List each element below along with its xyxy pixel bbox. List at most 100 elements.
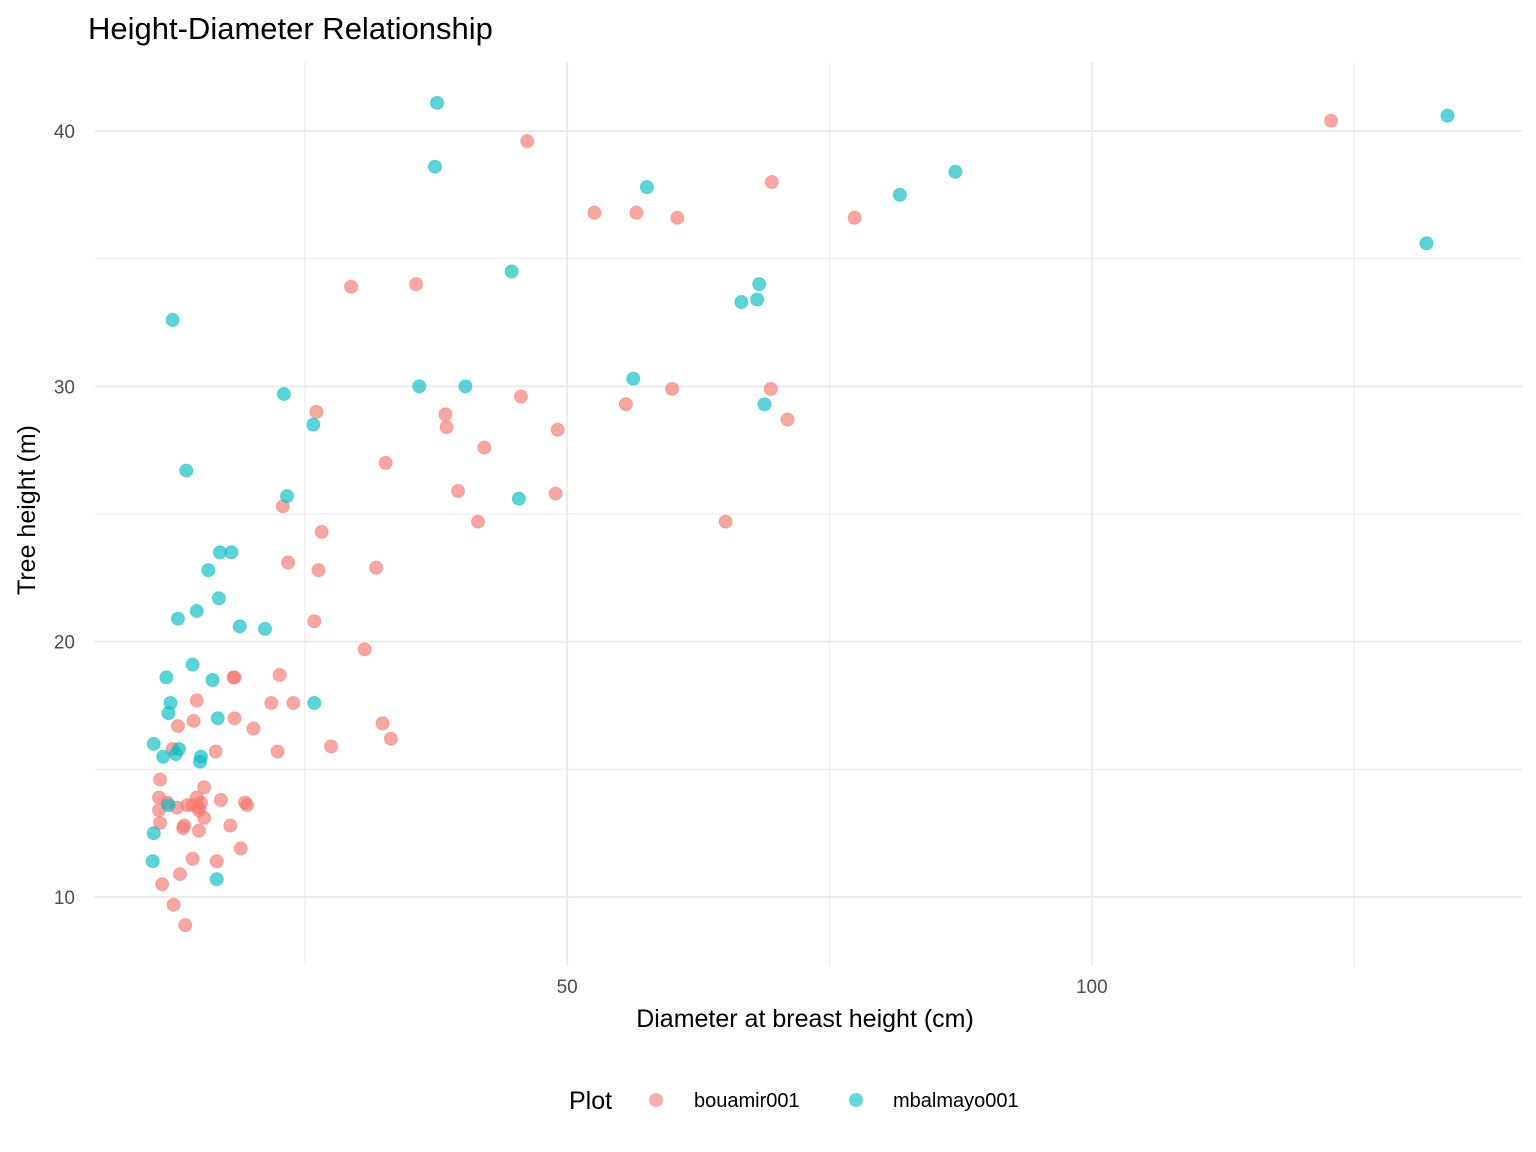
point-bouamir001 xyxy=(477,440,492,455)
point-mbalmayo001 xyxy=(232,619,247,634)
point-mbalmayo001 xyxy=(306,417,321,432)
point-mbalmayo001 xyxy=(159,670,174,685)
y-tick-label: 30 xyxy=(54,377,75,398)
point-bouamir001 xyxy=(191,823,206,838)
y-tick-label: 20 xyxy=(54,633,75,654)
x-axis-label: Diameter at breast height (cm) xyxy=(636,1005,974,1033)
point-mbalmayo001 xyxy=(734,295,749,310)
point-mbalmayo001 xyxy=(211,591,226,606)
point-bouamir001 xyxy=(378,455,393,470)
point-bouamir001 xyxy=(670,210,685,225)
point-mbalmayo001 xyxy=(626,371,641,386)
point-bouamir001 xyxy=(246,721,261,736)
point-mbalmayo001 xyxy=(1419,236,1434,251)
x-tick-label: 100 xyxy=(1076,977,1108,998)
point-mbalmayo001 xyxy=(752,277,767,292)
point-bouamir001 xyxy=(375,716,390,731)
point-bouamir001 xyxy=(548,486,563,501)
point-mbalmayo001 xyxy=(205,672,220,687)
point-mbalmayo001 xyxy=(210,711,225,726)
point-bouamir001 xyxy=(227,711,242,726)
point-mbalmayo001 xyxy=(146,736,161,751)
point-bouamir001 xyxy=(357,642,372,657)
point-mbalmayo001 xyxy=(280,489,295,504)
point-mbalmayo001 xyxy=(185,657,200,672)
point-mbalmayo001 xyxy=(168,747,183,762)
point-bouamir001 xyxy=(208,744,223,759)
point-bouamir001 xyxy=(550,422,565,437)
point-bouamir001 xyxy=(618,397,633,412)
point-mbalmayo001 xyxy=(179,463,194,478)
point-bouamir001 xyxy=(223,818,238,833)
point-bouamir001 xyxy=(307,614,322,629)
point-mbalmayo001 xyxy=(224,545,239,560)
point-bouamir001 xyxy=(514,389,529,404)
point-bouamir001 xyxy=(520,134,535,149)
point-bouamir001 xyxy=(309,404,324,419)
point-bouamir001 xyxy=(153,815,168,830)
point-bouamir001 xyxy=(270,744,285,759)
point-mbalmayo001 xyxy=(412,379,427,394)
point-mbalmayo001 xyxy=(427,159,442,174)
point-bouamir001 xyxy=(176,821,191,836)
point-mbalmayo001 xyxy=(639,180,654,195)
point-bouamir001 xyxy=(185,851,200,866)
point-mbalmayo001 xyxy=(161,706,176,721)
point-bouamir001 xyxy=(438,407,453,422)
point-bouamir001 xyxy=(233,841,248,856)
point-bouamir001 xyxy=(264,695,279,710)
point-mbalmayo001 xyxy=(511,491,526,506)
point-bouamir001 xyxy=(197,780,212,795)
point-mbalmayo001 xyxy=(750,292,765,307)
point-bouamir001 xyxy=(409,277,424,292)
point-bouamir001 xyxy=(587,205,602,220)
point-mbalmayo001 xyxy=(307,695,322,710)
y-tick-label: 40 xyxy=(54,122,75,143)
point-mbalmayo001 xyxy=(146,826,161,841)
point-bouamir001 xyxy=(170,718,185,733)
legend-title: Plot xyxy=(569,1087,612,1115)
point-bouamir001 xyxy=(178,918,193,933)
point-bouamir001 xyxy=(764,175,779,190)
point-bouamir001 xyxy=(324,739,339,754)
point-bouamir001 xyxy=(281,555,296,570)
legend-key-mbalmayo001 xyxy=(849,1093,863,1107)
chart-title: Height-Diameter Relationship xyxy=(88,11,493,46)
point-bouamir001 xyxy=(451,484,466,499)
grid xyxy=(95,62,1522,966)
point-mbalmayo001 xyxy=(430,95,445,110)
point-bouamir001 xyxy=(240,798,255,813)
point-bouamir001 xyxy=(470,514,485,529)
point-mbalmayo001 xyxy=(189,604,204,619)
point-bouamir001 xyxy=(847,210,862,225)
point-bouamir001 xyxy=(186,713,201,728)
point-mbalmayo001 xyxy=(170,611,185,626)
point-bouamir001 xyxy=(189,693,204,708)
point-bouamir001 xyxy=(439,420,454,435)
y-axis-label: Tree height (m) xyxy=(13,425,41,595)
point-mbalmayo001 xyxy=(458,379,473,394)
point-mbalmayo001 xyxy=(1440,108,1455,123)
y-tick-labels: 10 20 30 40 xyxy=(54,122,75,909)
point-mbalmayo001 xyxy=(161,798,176,813)
legend-label-mbalmayo001: mbalmayo001 xyxy=(893,1090,1019,1112)
point-bouamir001 xyxy=(155,877,170,892)
point-bouamir001 xyxy=(344,279,359,294)
point-bouamir001 xyxy=(286,695,301,710)
point-bouamir001 xyxy=(226,670,241,685)
point-mbalmayo001 xyxy=(156,749,171,764)
point-bouamir001 xyxy=(166,897,181,912)
point-bouamir001 xyxy=(172,867,187,882)
legend-label-bouamir001: bouamir001 xyxy=(694,1090,800,1112)
point-mbalmayo001 xyxy=(209,872,224,887)
point-mbalmayo001 xyxy=(504,264,519,279)
y-tick-label: 10 xyxy=(54,888,75,909)
point-bouamir001 xyxy=(665,381,680,396)
point-bouamir001 xyxy=(629,205,644,220)
point-bouamir001 xyxy=(718,514,733,529)
point-mbalmayo001 xyxy=(192,754,207,769)
point-bouamir001 xyxy=(314,524,329,539)
x-tick-labels: 50 100 xyxy=(557,977,1108,998)
point-bouamir001 xyxy=(780,412,795,427)
